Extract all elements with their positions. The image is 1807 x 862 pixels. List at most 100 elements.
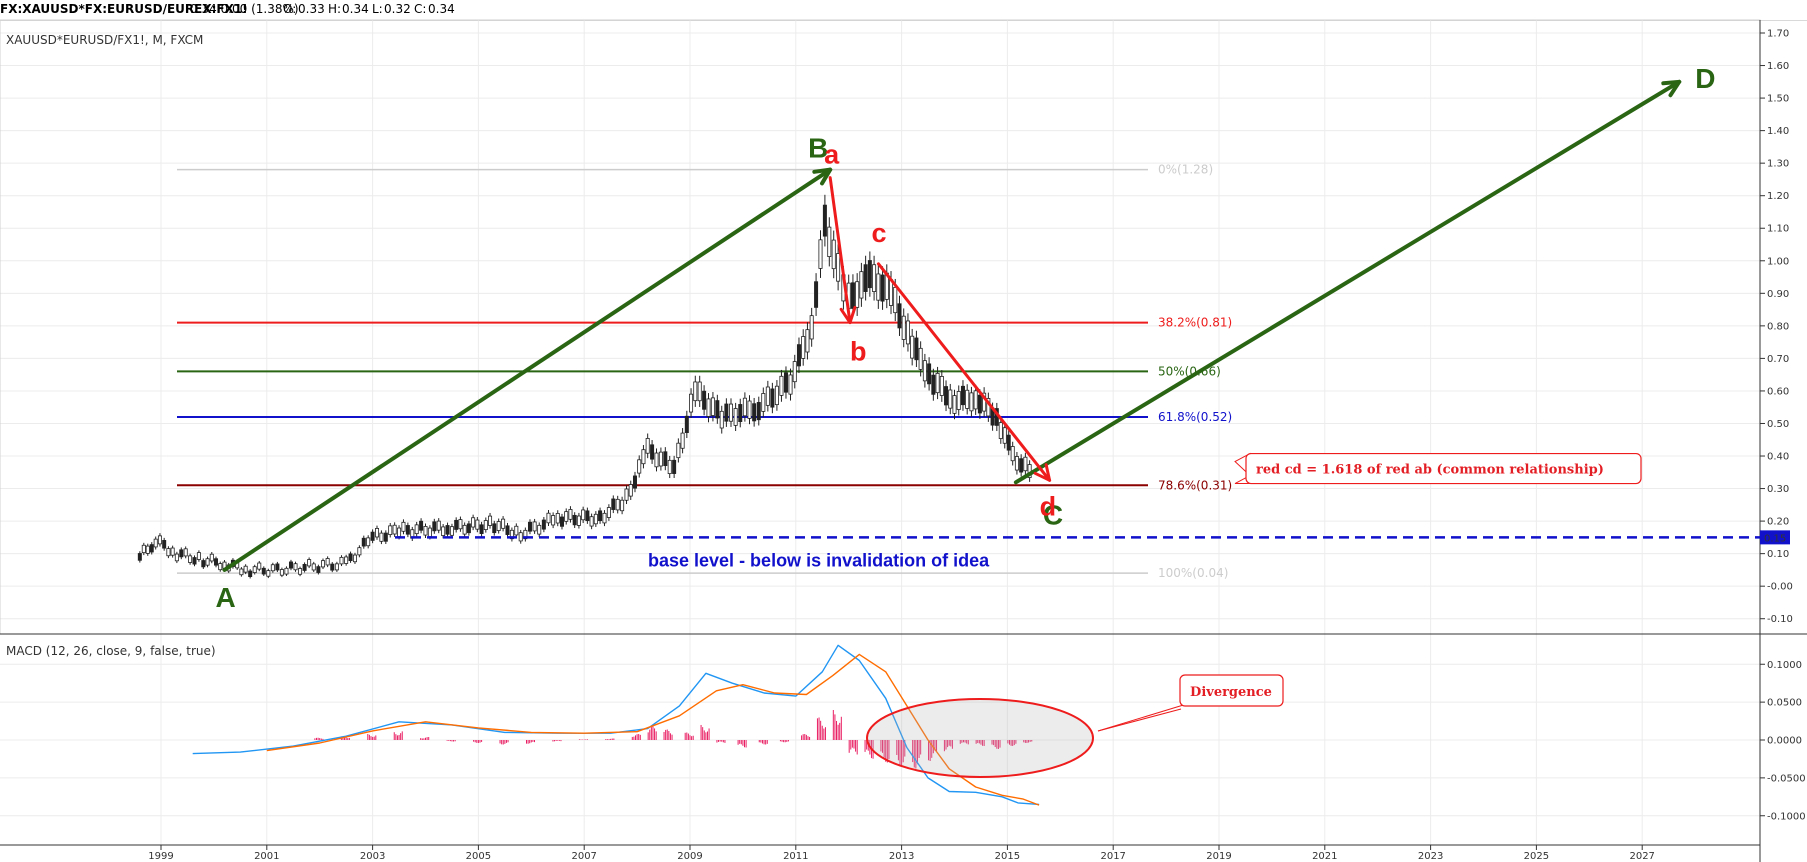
price-bar-body	[311, 563, 316, 571]
price-bar-body	[518, 532, 523, 542]
price-bar-body	[889, 279, 894, 306]
price-bar-body	[836, 253, 841, 282]
price-bar-body	[1019, 458, 1024, 473]
price-tick-label: 1.70	[1767, 29, 1789, 40]
price-bar-body	[728, 403, 733, 422]
price-bar-body	[370, 531, 375, 541]
fib-label: 78.6%(0.31)	[1158, 478, 1232, 492]
price-bar-body	[551, 515, 556, 526]
symbol-header: FX:XAUUSD*FX:EURUSD/EUREX:FX1! 0.34 0.00…	[0, 0, 1807, 21]
price-bar-body	[931, 374, 936, 395]
price-bar-body	[427, 527, 432, 538]
price-bar-body	[710, 397, 715, 416]
price-bar-body	[756, 402, 761, 421]
price-bar-body	[956, 391, 961, 410]
note-box	[1245, 452, 1642, 485]
price-bar-body	[261, 567, 266, 575]
price-bar-body	[805, 329, 810, 353]
price-tick-label: 1.40	[1767, 126, 1789, 137]
time-tick-label: 2007	[571, 851, 596, 862]
main-chart-title: XAUUSD*EURUSD/FX1!, M, FXCM	[6, 33, 203, 47]
symbol-name[interactable]: FX:XAUUSD*FX:EURUSD/EUREX:FX1!	[0, 2, 248, 16]
price-bar-body	[454, 519, 459, 530]
price-bar-body	[559, 516, 564, 527]
price-bar-body	[738, 404, 743, 423]
price-bar-body	[765, 386, 770, 406]
price-bar-body	[405, 525, 410, 535]
time-tick-label: 2005	[466, 851, 491, 862]
price-bar-body	[733, 408, 738, 426]
time-tick-label: 2019	[1206, 851, 1231, 862]
price-bar-body	[628, 484, 633, 497]
grid-lines	[0, 20, 1760, 845]
price-tick-label: 0.20	[1767, 517, 1789, 528]
price-bar-body	[441, 526, 446, 536]
price-bar-body	[239, 568, 244, 576]
price-bar-body	[174, 553, 179, 562]
divergence-box	[1179, 674, 1284, 707]
high-label: H:	[328, 2, 342, 16]
price-bar-body	[761, 393, 766, 412]
price-bar-body	[611, 498, 616, 510]
fib-label: 100%(0.04)	[1158, 566, 1228, 580]
price-bar-body	[201, 560, 206, 568]
time-tick-label: 2015	[995, 851, 1020, 862]
price-bar-body	[944, 386, 949, 406]
price-bar-body	[676, 442, 681, 459]
price-bar-body	[348, 553, 353, 562]
price-bar-body	[527, 521, 532, 532]
price-bar-body	[706, 398, 711, 417]
base-level-text: base level - below is invalidation of id…	[648, 550, 990, 570]
base-level-tag	[1760, 530, 1790, 545]
price-bar-body	[149, 544, 154, 553]
price-bar-body	[432, 521, 437, 532]
price-bar-body	[831, 239, 836, 270]
price-bar-body	[302, 564, 307, 571]
time-tick-label: 2023	[1418, 851, 1443, 862]
open-value: 0.33	[298, 2, 325, 16]
price-bar-body	[918, 347, 923, 370]
macd-tick-label: -0.0500	[1767, 773, 1806, 784]
price-bar-body	[876, 273, 881, 301]
high-value: 0.34	[342, 2, 369, 16]
macd-axis[interactable]: 0.1000 0.0500 0.0000 -0.0500 -0.1000	[1760, 660, 1806, 823]
price-bar-body	[814, 281, 819, 308]
price-bar-body	[325, 558, 330, 566]
price-bar-body	[270, 564, 275, 572]
price-bar-body	[859, 271, 864, 299]
price-tick-label: 1.60	[1767, 61, 1789, 72]
price-bar-body	[796, 344, 801, 367]
price-bar-body	[598, 510, 603, 522]
price-bar-body	[667, 459, 672, 475]
price-bar-body	[1010, 446, 1015, 462]
time-tick-label: 2017	[1100, 851, 1125, 862]
price-axis[interactable]: 1.70 1.60 1.50 1.40 1.30 1.20 1.10 1.00 0.90 0.80…	[1760, 29, 1793, 626]
time-tick-label: 2003	[360, 851, 385, 862]
price-bar-body	[488, 515, 493, 526]
price-bar-body	[153, 538, 158, 548]
price-bar-body	[157, 535, 162, 545]
price-bar-body	[663, 451, 668, 467]
price-bar-body	[357, 547, 362, 556]
price-bar-body	[602, 512, 607, 524]
macd-line	[192, 644, 1040, 806]
price-bar-body	[650, 444, 655, 460]
price-bar-body	[822, 204, 827, 237]
time-tick-label: 2027	[1629, 851, 1654, 862]
wave-drawings[interactable]: A B C Da b c d red cd = 1.618 of red ab (common…	[215, 63, 1715, 613]
price-bar-body	[880, 274, 885, 302]
price-bar-body	[266, 570, 271, 577]
red-wave-label: b	[850, 337, 867, 367]
close-label: C:	[414, 2, 427, 16]
price-bar-body	[414, 524, 419, 535]
time-tick-label: 2025	[1524, 851, 1549, 862]
price-bar-body	[537, 524, 542, 535]
time-tick-label: 2011	[783, 851, 808, 862]
price-tick-label: 1.20	[1767, 191, 1789, 202]
price-bar-body	[388, 525, 393, 535]
price-bar-body	[568, 509, 573, 520]
price-bar-body	[170, 547, 175, 556]
price-bar-body	[922, 360, 927, 382]
time-axis[interactable]: 1999 2001 2003 2005 2007 2009 2011 2013 2015 2017…	[148, 845, 1655, 862]
